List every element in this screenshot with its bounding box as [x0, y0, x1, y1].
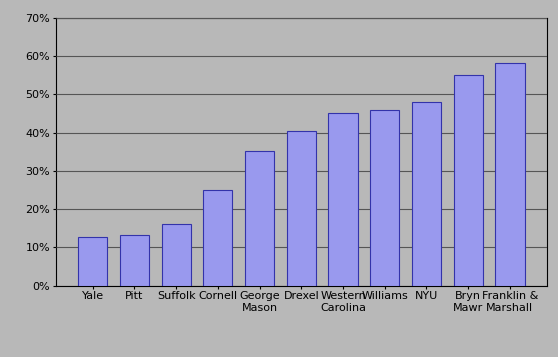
Bar [120, 235, 149, 286]
Bar [329, 114, 358, 286]
Bar [245, 151, 274, 286]
Bar [287, 131, 316, 286]
Bar [162, 223, 191, 286]
Bar [203, 190, 233, 286]
Bar [370, 110, 400, 286]
Bar [78, 237, 107, 286]
Bar [496, 62, 525, 286]
Bar [454, 75, 483, 286]
Bar [412, 102, 441, 286]
